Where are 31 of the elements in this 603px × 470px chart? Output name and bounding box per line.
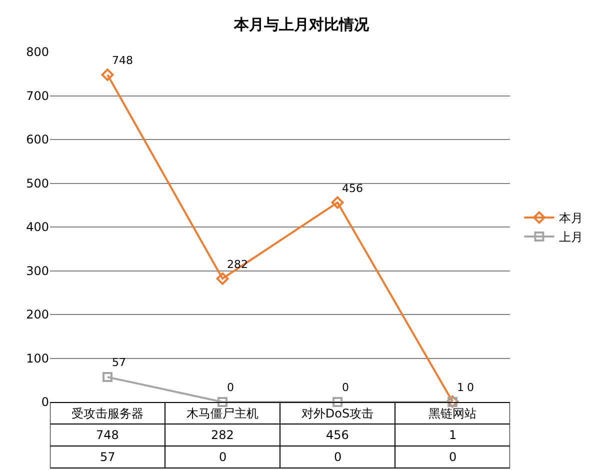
y-tick-label: 400 [26, 220, 49, 234]
data-label: 456 [326, 428, 349, 442]
y-tick-label: 500 [26, 176, 49, 190]
y-tick-label: 700 [26, 88, 49, 103]
x-tick-label: 木马僵尸主机 [186, 406, 258, 420]
data-label: 748 [96, 428, 119, 442]
y-tick-label: 300 [26, 264, 49, 278]
x-tick-label: 黑链网站 [428, 406, 476, 420]
annotation: 748 [112, 54, 133, 67]
legend-label: 上月 [559, 230, 584, 244]
annotation: 57 [112, 356, 126, 369]
x-tick-label: 受攻击服务器 [72, 406, 144, 420]
data-label: 282 [211, 428, 234, 442]
y-tick-label: 0 [41, 395, 49, 410]
annotation: 0 [227, 381, 234, 394]
chart-title: 本月与上月对比情况 [233, 15, 370, 34]
y-tick-label: 800 [26, 45, 49, 60]
y-tick-label: 600 [26, 132, 49, 147]
data-label: 57 [100, 450, 116, 464]
data-label: 0 [449, 450, 457, 464]
legend-label: 本月 [559, 211, 584, 226]
annotation: 456 [342, 182, 363, 195]
data-label: 1 [449, 428, 457, 442]
y-tick-label: 200 [26, 308, 49, 322]
annotation: 0 [467, 381, 474, 394]
annotation: 0 [342, 381, 349, 394]
x-tick-label: 对外DoS攻击 [301, 406, 374, 420]
data-label: 0 [219, 450, 227, 464]
y-tick-label: 100 [26, 351, 49, 366]
data-label: 0 [334, 450, 342, 464]
annotation: 1 [457, 381, 464, 394]
